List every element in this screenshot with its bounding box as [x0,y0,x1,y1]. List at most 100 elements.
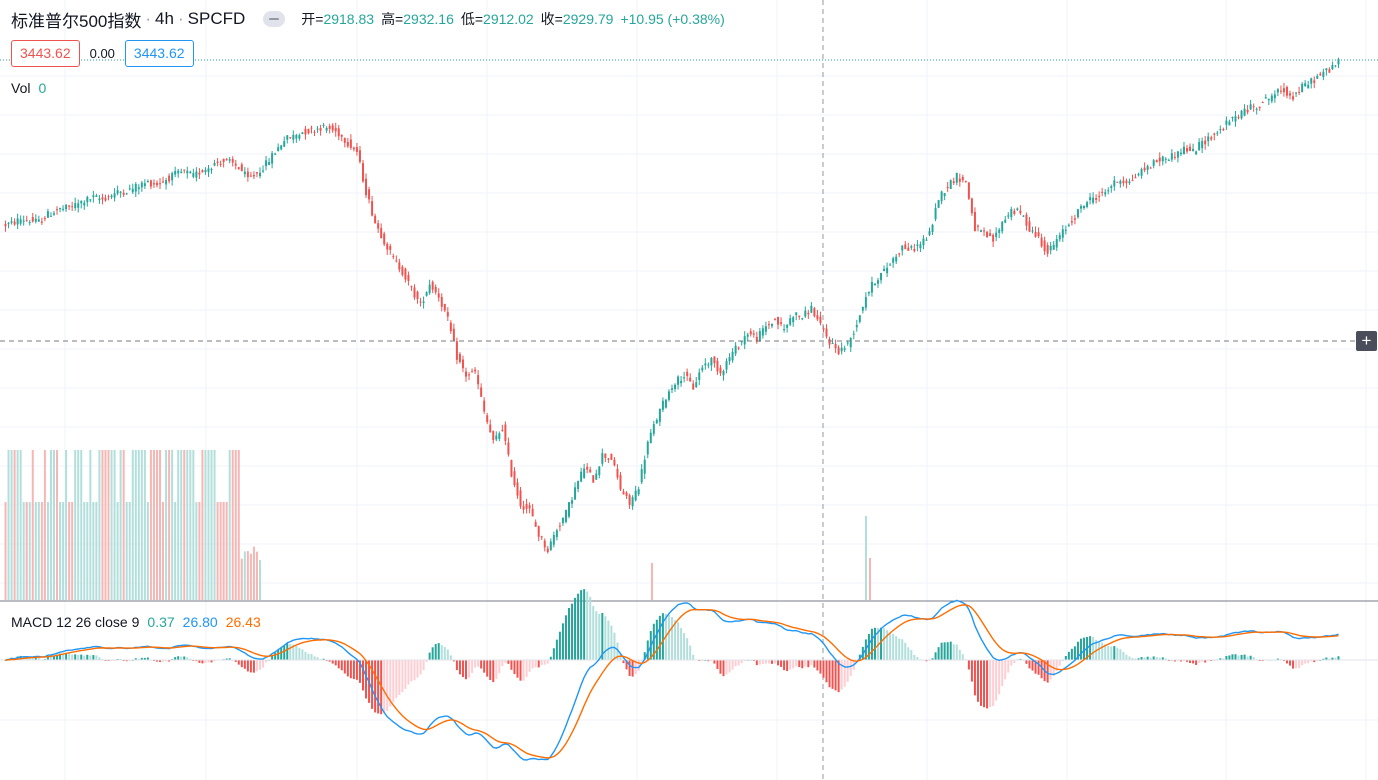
volume-bar [869,558,871,600]
volume-legend[interactable]: Vol 0 [11,78,46,98]
macd-histogram-bar [683,633,686,660]
macd-histogram-bar [795,660,798,667]
candle-body [549,541,552,550]
interval-label[interactable]: 4h [155,9,174,28]
candle-body [104,197,107,201]
sell-price-button[interactable]: 3443.62 [11,40,80,67]
macd-histogram-bar [719,660,722,674]
candle-body [625,492,628,496]
volume-bar [113,450,116,600]
macd-histogram-bar [870,628,873,660]
candle-body [13,221,16,225]
macd-histogram-bar [1134,658,1137,660]
volume-bar [228,450,231,600]
macd-histogram-bar [1083,637,1086,660]
candle-body [1164,158,1167,160]
macd-legend[interactable]: MACD 12 26 close 9 0.37 26.80 26.43 [11,612,261,632]
macd-histogram-bar [1237,655,1240,660]
candle-body [916,244,919,247]
candle-body [571,500,574,504]
candle-body [392,256,395,258]
candle-body [1067,224,1070,226]
ohlc-high: 高=2932.16 [381,11,454,27]
candle-body [716,360,719,372]
macd-histogram-bar [1146,656,1149,660]
macd-histogram-bar [592,606,595,660]
candle-body [743,336,746,345]
plus-icon[interactable]: + [1356,331,1377,351]
macd-histogram-bar [907,647,910,660]
candle-body [695,382,698,388]
macd-histogram-bar [1164,658,1167,660]
macd-histogram-bar [340,660,343,671]
macd-histogram-bar [1007,660,1010,673]
candle-body [280,145,283,150]
macd-histogram-bar [1195,660,1198,665]
candle-body [1316,75,1319,79]
macd-histogram-bar [1192,660,1195,664]
candle-body [1270,95,1273,102]
candle-body [1289,93,1292,96]
macd-histogram-bar [159,660,162,663]
candle-body [386,243,389,250]
symbol-title[interactable]: 标准普尔500指数 [11,11,142,31]
macd-histogram-bar [892,633,895,660]
candle-body [955,172,958,183]
macd-histogram-bar [74,654,77,660]
macd-histogram-bar [398,660,401,696]
candle-body [425,292,428,296]
macd-histogram-bar [1107,645,1110,660]
candle-body [431,281,434,290]
macd-histogram-bar [401,660,404,693]
volume-bar [222,502,225,600]
volume-bar [174,502,177,600]
candle-body [22,220,25,222]
candle-body [1255,108,1258,110]
buy-price-button[interactable]: 3443.62 [124,40,194,67]
macd-histogram-bar [289,644,292,660]
volume-bar [31,450,34,600]
macd-histogram-bar [801,660,804,669]
hide-indicator-icon[interactable] [263,11,286,27]
macd-histogram-bar [292,644,295,660]
volume-bar [186,450,189,600]
macd-histogram-bar [895,636,898,660]
macd-histogram-bar [77,654,80,660]
macd-histogram-bar [1122,651,1125,660]
macd-histogram-bar [940,642,943,660]
macd-histogram-bar [383,660,386,714]
macd-histogram-bar [316,657,319,660]
candle-body [1116,181,1119,183]
macd-histogram-bar [1204,660,1207,663]
candle-body [731,351,734,361]
macd-histogram-bar [1231,654,1234,660]
macd-histogram-bar [301,649,304,660]
candle-body [19,219,22,224]
macd-histogram-bar [1225,655,1228,660]
macd-histogram-bar [1249,655,1252,660]
macd-histogram-bar [1310,660,1313,662]
candle-body [1037,232,1040,237]
candle-body [71,206,74,208]
candle-body [804,310,807,317]
candle-body [107,196,110,198]
candle-body [180,171,183,173]
macd-histogram-bar [722,660,725,677]
macd-histogram-bar [68,653,71,660]
candle-body [774,319,777,321]
macd-histogram-bar [477,660,480,667]
candle-body [74,203,77,209]
macd-histogram-bar [804,660,807,667]
candle-body [1167,159,1170,161]
macd-histogram-bar [1116,647,1119,660]
macd-histogram-bar [249,660,252,673]
macd-histogram-value: 0.37 [147,614,175,630]
candle-body [904,244,907,250]
macd-histogram-bar [752,660,755,662]
macd-histogram-bar [389,660,392,707]
candle-body [658,408,661,422]
candle-body [243,171,246,175]
candle-body [574,487,577,500]
